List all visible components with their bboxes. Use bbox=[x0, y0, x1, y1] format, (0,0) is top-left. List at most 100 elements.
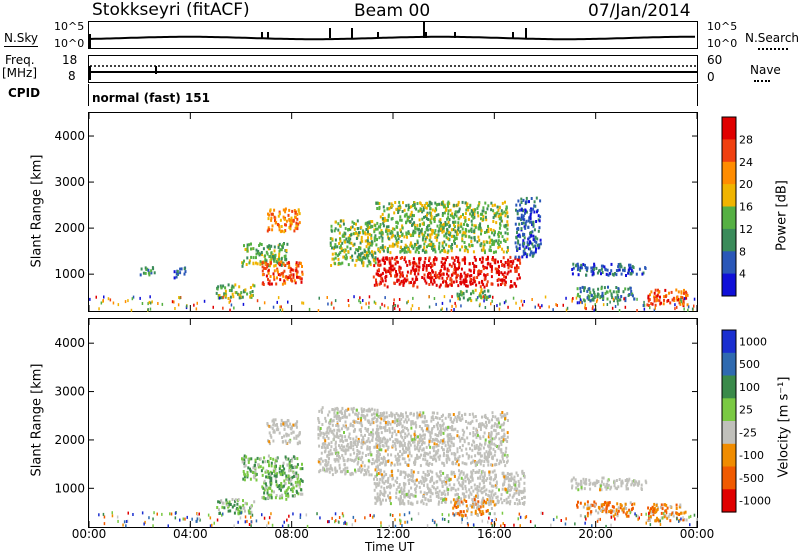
power-scatter-cell-8-387 bbox=[378, 202, 381, 205]
velocity-scatter-cell-6-76 bbox=[416, 411, 419, 415]
velocity-scatter-cell-2-107 bbox=[295, 489, 298, 493]
velocity-scatter-cell-5-352 bbox=[379, 500, 382, 504]
power-scatter-cell-13-17 bbox=[659, 295, 661, 299]
velocity-scatter-cell-5-201 bbox=[438, 500, 440, 504]
velocity-scatter-cell-6-693 bbox=[408, 458, 411, 462]
power-scatter-cell-8-185 bbox=[504, 200, 506, 204]
power-scatter-cell-9-29 bbox=[466, 298, 469, 302]
power-scatter-cell-7-374 bbox=[433, 278, 436, 282]
velocity-scatter-cell-5-558 bbox=[436, 480, 439, 484]
power-scatter-cell-8-274 bbox=[470, 240, 473, 243]
power-scatter-cell-8-276 bbox=[453, 236, 456, 240]
velocity-scatter-cell-2-92 bbox=[293, 494, 296, 498]
power-scatter-cell-6-212 bbox=[342, 233, 345, 237]
power-noise-cell-164 bbox=[544, 295, 547, 299]
power-scatter-cell-10-98 bbox=[524, 211, 526, 215]
power-noise-cell-77 bbox=[655, 299, 658, 303]
velocity-scatter-cell-4-312 bbox=[329, 421, 332, 425]
power-scatter-cell-10-113 bbox=[531, 223, 534, 227]
power-scatter-cell-7-14 bbox=[425, 268, 428, 272]
velocity-scatter-cell-5-80 bbox=[496, 495, 499, 499]
velocity-scatter-cell-4-416 bbox=[373, 416, 376, 420]
velocity-scatter-cell-4-217 bbox=[338, 463, 341, 467]
velocity-scatter-cell-6-676 bbox=[414, 460, 417, 464]
power-noise-cell-33 bbox=[643, 303, 646, 307]
power-scatter-cell-6-43 bbox=[375, 227, 377, 231]
power-scatter-cell-8-140 bbox=[403, 208, 406, 212]
velocity-scatter-cell-5-151 bbox=[487, 501, 490, 505]
power-scatter-cell-7-195 bbox=[378, 282, 381, 286]
velocity-scatter-cell-4-268 bbox=[346, 444, 348, 448]
velocity-scatter-cell-5-109 bbox=[450, 488, 453, 492]
velocity-scatter-cell-6-502 bbox=[375, 456, 378, 460]
power-noise-cell-29 bbox=[302, 301, 305, 305]
velocity-scatter-cell-4-373 bbox=[341, 416, 344, 419]
power-scatter-cell-10-136 bbox=[528, 200, 530, 204]
power-scatter-cell-7-219 bbox=[378, 264, 381, 268]
power-scatter-cell-7-156 bbox=[429, 276, 432, 280]
power-scatter-cell-12-9 bbox=[592, 288, 595, 292]
power-scatter-cell-8-507 bbox=[450, 228, 453, 232]
velocity-scatter-cell-4-356 bbox=[352, 444, 355, 448]
velocity-scatter-cell-1-22 bbox=[264, 460, 267, 464]
velocity-scatter-cell-2-71 bbox=[266, 488, 269, 492]
power-scatter-cell-8-629 bbox=[399, 228, 402, 232]
power-scatter-cell-8-461 bbox=[486, 240, 489, 244]
velocity-scatter-cell-5-532 bbox=[447, 488, 450, 492]
power-scatter-cell-8-705 bbox=[440, 227, 443, 231]
power-scatter-cell-7-223 bbox=[417, 268, 420, 272]
power-scatter-cell-4-41 bbox=[279, 278, 282, 282]
power-noise-cell-58 bbox=[130, 308, 133, 312]
power-scatter-cell-0-9 bbox=[148, 273, 151, 277]
power-scatter-cell-8-588 bbox=[412, 246, 415, 250]
power-scatter-cell-7-176 bbox=[513, 282, 516, 286]
power-scatter-cell-10-40 bbox=[519, 203, 522, 207]
velocity-scatter-cell-5-373 bbox=[407, 489, 410, 493]
power-scatter-cell-8-538 bbox=[376, 207, 379, 210]
power-scatter-cell-7-1 bbox=[394, 262, 397, 266]
power-scatter-cell-7-100 bbox=[404, 260, 407, 264]
power-scatter-cell-10-39 bbox=[529, 232, 532, 236]
cpid-label: CPID bbox=[8, 86, 41, 100]
velocity-scatter-cell-1-10 bbox=[291, 466, 294, 469]
power-scatter-cell-3-87 bbox=[246, 246, 249, 250]
power-scatter-cell-8-291 bbox=[386, 250, 389, 254]
velocity-scatter-cell-5-492 bbox=[514, 483, 517, 487]
power-scatter-cell-8-623 bbox=[378, 207, 381, 211]
power-scatter-cell-8-694 bbox=[460, 222, 463, 226]
power-scatter-cell-8-46 bbox=[488, 235, 491, 239]
velocity-scatter-cell-5-65 bbox=[429, 477, 432, 481]
velocity-scatter-cell-6-171 bbox=[494, 435, 497, 439]
velocity-scatter-cell-6-274 bbox=[486, 417, 489, 421]
power-scatter-cell-7-343 bbox=[423, 277, 426, 281]
velocity-scatter-cell-6-546 bbox=[437, 439, 440, 443]
velocity-scatter-cell-6-714 bbox=[392, 440, 395, 444]
power-noise-cell-86 bbox=[460, 304, 462, 308]
velocity-scatter-cell-4-339 bbox=[372, 417, 375, 421]
power-scatter-cell-3-103 bbox=[269, 255, 272, 258]
velocity-scatter-cell-2-94 bbox=[282, 484, 285, 488]
power-scatter-cell-6-213 bbox=[354, 232, 357, 235]
velocity-scatter-cell-6-97 bbox=[483, 460, 486, 463]
velocity-scatter-cell-4-229 bbox=[360, 464, 363, 468]
power-scatter-cell-8-362 bbox=[403, 250, 406, 254]
velocity-scatter-cell-4-228 bbox=[325, 464, 328, 468]
power-scatter-cell-5-50 bbox=[271, 224, 274, 228]
power-scatter-cell-6-73 bbox=[359, 231, 362, 235]
velocity-scatter-cell-4-311 bbox=[352, 437, 355, 441]
power-scatter-cell-8-579 bbox=[400, 230, 402, 234]
power-noise-cell-211 bbox=[611, 306, 614, 310]
power-scatter-cell-2-39 bbox=[217, 285, 220, 289]
power-scatter-cell-8-16 bbox=[453, 239, 455, 243]
velocity-scatter-cell-6-698 bbox=[402, 447, 404, 451]
power-scatter-cell-7-360 bbox=[438, 276, 441, 280]
velocity-scatter-cell-4-132 bbox=[333, 448, 336, 451]
velocity-scatter-cell-5-27 bbox=[432, 486, 435, 490]
power-scatter-cell-6-107 bbox=[351, 225, 354, 229]
power-scatter-cell-7-473 bbox=[430, 265, 432, 269]
velocity-scatter-cell-5-224 bbox=[400, 496, 402, 500]
power-noise-cell-52 bbox=[433, 297, 436, 300]
power-scatter-cell-8-51 bbox=[473, 210, 476, 214]
power-scatter-cell-8-489 bbox=[472, 208, 475, 212]
power-scatter-cell-8-201 bbox=[416, 227, 419, 231]
